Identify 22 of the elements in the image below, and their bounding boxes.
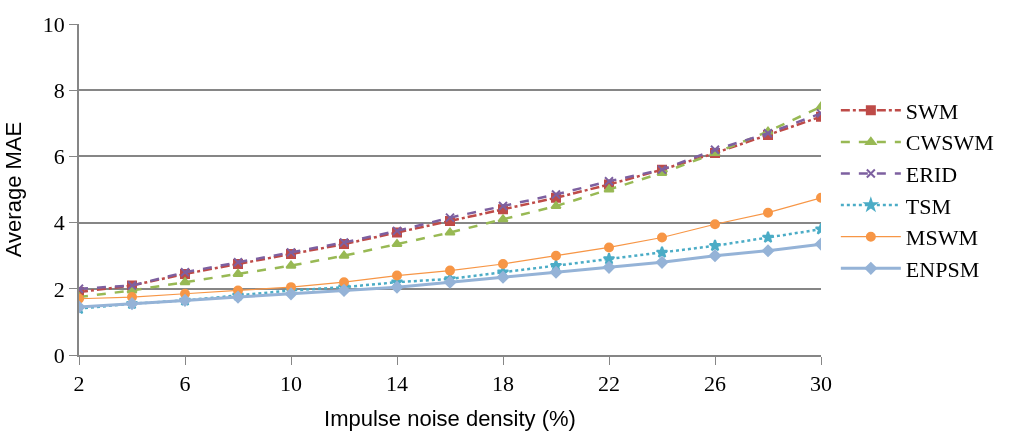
y-axis-title: Average MAE bbox=[1, 121, 27, 258]
legend-label: ERID bbox=[905, 162, 958, 188]
x-tick-label: 6 bbox=[179, 371, 191, 397]
legend-label: MSWM bbox=[905, 225, 978, 251]
x-tick-label: 2 bbox=[73, 371, 85, 397]
x-tick-label: 18 bbox=[492, 371, 514, 397]
legend-label: CWSWM bbox=[905, 130, 994, 156]
x-tick-label: 14 bbox=[386, 371, 408, 397]
legend-label: TSM bbox=[905, 193, 952, 219]
legend-label: ENPSM bbox=[905, 256, 980, 282]
legend-label: SWM bbox=[905, 98, 959, 124]
x-tick-label: 22 bbox=[598, 371, 620, 397]
y-tick-label: 8 bbox=[53, 77, 65, 103]
x-axis-title: Impulse noise density (%) bbox=[324, 405, 576, 431]
y-tick-label: 10 bbox=[42, 11, 65, 37]
y-tick-label: 0 bbox=[53, 342, 65, 368]
x-tick-label: 30 bbox=[810, 371, 832, 397]
y-tick-label: 6 bbox=[53, 144, 65, 170]
x-tick-label: 10 bbox=[280, 371, 302, 397]
y-tick-label: 4 bbox=[53, 210, 65, 236]
x-tick-label: 26 bbox=[704, 371, 726, 397]
y-tick-label: 2 bbox=[53, 276, 65, 302]
